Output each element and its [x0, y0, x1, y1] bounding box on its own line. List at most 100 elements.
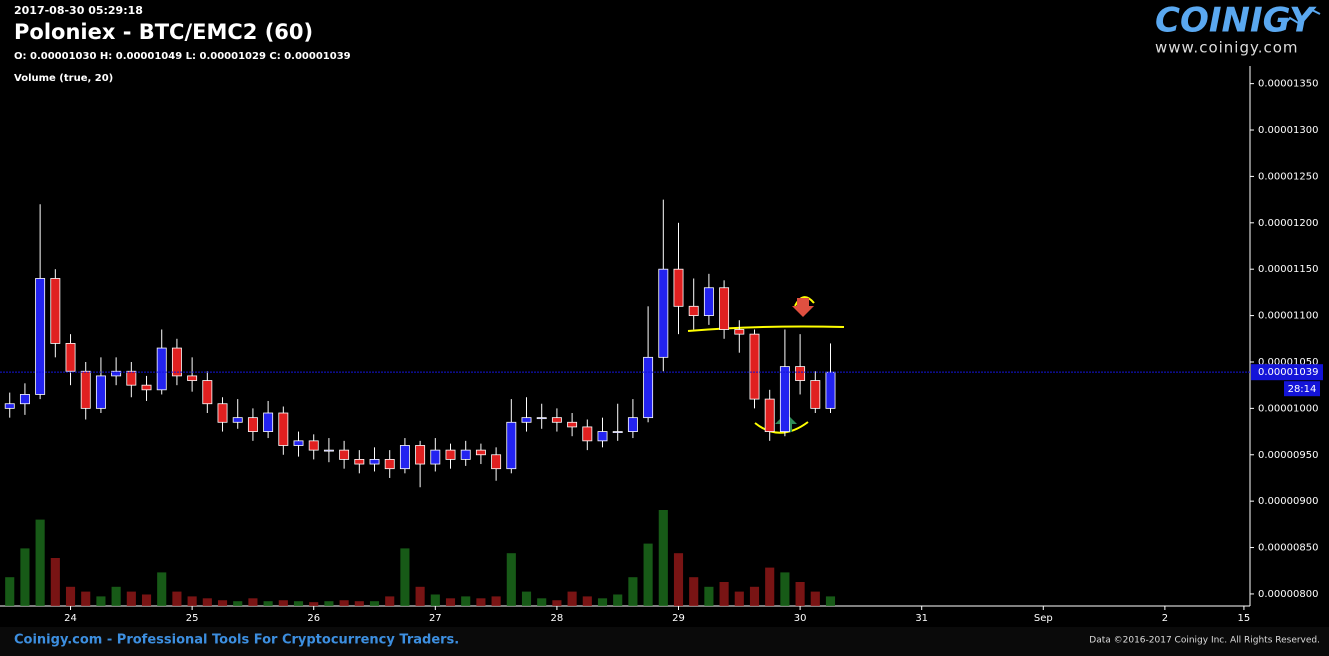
x-tick-label: 2	[1162, 613, 1168, 624]
volume-bar	[749, 586, 760, 606]
volume-bar	[461, 596, 471, 606]
footer	[0, 627, 1329, 656]
candle-body	[65, 343, 76, 372]
y-tick-label: 0.00000800	[1258, 589, 1318, 600]
timestamp: 2017-08-30 05:29:18	[14, 4, 143, 17]
volume-bar	[248, 598, 258, 606]
volume-bar	[187, 596, 197, 606]
candle-body	[126, 370, 137, 386]
candle-body	[339, 449, 350, 460]
candle-body	[232, 417, 243, 423]
candle-body	[810, 380, 821, 409]
volume-bar	[780, 572, 790, 606]
candle-body	[50, 278, 61, 344]
x-tick-label: Sep	[1034, 613, 1053, 624]
volume-bar	[719, 582, 729, 606]
candle-body	[323, 449, 334, 452]
volume-bar	[20, 548, 30, 606]
countdown-label: 28:14	[1288, 384, 1317, 395]
y-tick-label: 0.00000850	[1258, 543, 1318, 554]
candle-body	[171, 347, 182, 377]
volume-bar	[491, 596, 501, 606]
volume-bar	[293, 601, 304, 606]
candle-body	[643, 356, 654, 419]
candle-body	[582, 426, 593, 442]
volume-bar	[217, 600, 228, 606]
candle-body	[369, 459, 380, 465]
volume-bar	[552, 600, 562, 606]
volume-bar	[5, 577, 15, 606]
candle-body	[202, 380, 213, 405]
x-tick-label: 26	[307, 613, 320, 624]
candle-body	[187, 375, 198, 381]
logo[interactable]: COINIGY	[1155, 1, 1317, 41]
candle-body	[536, 417, 547, 420]
volume-bar	[445, 598, 456, 606]
volume-title: Volume (true, 20)	[14, 73, 113, 84]
volume-bar	[506, 553, 516, 606]
volume-bar	[50, 558, 60, 606]
candle-body	[460, 449, 471, 460]
volume-bar	[157, 572, 167, 606]
candle-body	[263, 412, 274, 432]
candle-body	[749, 333, 760, 400]
x-tick-label: 15	[1238, 613, 1251, 624]
volume-bar	[673, 553, 684, 606]
candle-body	[293, 440, 304, 446]
annotation-line	[687, 325, 845, 332]
candle-body	[688, 305, 699, 316]
candle-body	[278, 412, 289, 446]
candle-body	[627, 417, 638, 432]
x-tick-label: 30	[794, 613, 807, 624]
sell-arrow	[792, 298, 814, 317]
volume-bar	[81, 591, 91, 606]
candle-body	[156, 347, 167, 391]
chart-title: Poloniex - BTC/EMC2 (60)	[14, 20, 313, 44]
candle-body	[475, 449, 486, 456]
volume-bar	[400, 548, 410, 606]
candle-body	[247, 417, 258, 432]
candle-body	[308, 440, 319, 451]
candle-body	[551, 417, 562, 423]
volume-bar	[521, 591, 532, 606]
countdown-tag	[1284, 381, 1320, 397]
volume-bar	[689, 577, 699, 606]
volume-bar	[233, 601, 243, 606]
volume-bar	[734, 591, 744, 606]
y-tick-label: 0.00001000	[1258, 403, 1318, 414]
y-tick-label: 0.00001150	[1258, 264, 1318, 275]
y-tick-label: 0.00001200	[1258, 218, 1318, 229]
volume-bar	[202, 598, 212, 606]
candle-body	[779, 366, 790, 432]
x-tick-label: 31	[915, 613, 928, 624]
candle-body	[384, 459, 395, 470]
volume-bar	[582, 596, 592, 606]
footer-tagline[interactable]: Coinigy.com - Professional Tools For Cry…	[14, 633, 459, 648]
volume-bar	[263, 601, 273, 606]
candle-body	[95, 375, 106, 409]
volume-bar	[810, 591, 820, 606]
annotation-curve	[754, 421, 809, 434]
volume-bar	[35, 519, 45, 606]
y-tick-label: 0.00000950	[1258, 450, 1318, 461]
logo-icon	[1277, 8, 1321, 31]
volume-bar	[643, 543, 653, 606]
candle-body	[673, 268, 684, 307]
volume-bar	[795, 582, 805, 606]
y-tick-label: 0.00001350	[1258, 79, 1318, 90]
y-tick-label: 0.00001300	[1258, 125, 1318, 136]
ohlc-readout: O: 0.00001030 H: 0.00001049 L: 0.0000102…	[14, 51, 351, 62]
candle-body	[612, 431, 623, 433]
candle-body	[521, 417, 532, 423]
candle-body	[111, 370, 122, 377]
y-tick-label: 0.00001050	[1258, 357, 1318, 368]
volume-bar	[172, 591, 182, 606]
y-tick-label: 0.00001100	[1258, 311, 1318, 322]
volume-bar	[537, 598, 547, 606]
volume-bar	[141, 594, 152, 606]
volume-bar	[324, 601, 334, 606]
logo-url[interactable]: www.coinigy.com	[1155, 39, 1299, 57]
volume-bar	[385, 596, 395, 606]
